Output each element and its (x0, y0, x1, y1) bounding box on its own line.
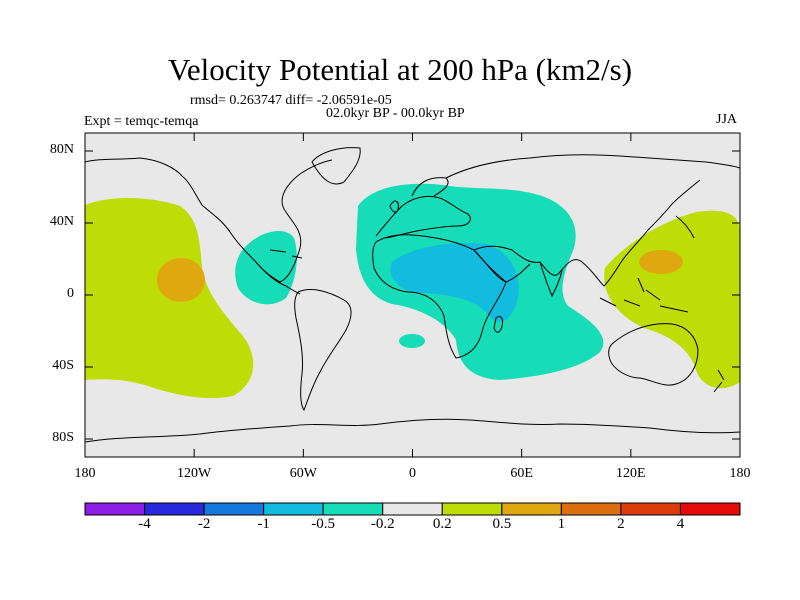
x-tick-label: 0 (409, 466, 416, 481)
x-tick-label: 60W (289, 466, 317, 481)
colorbar-label: 0.2 (432, 516, 452, 532)
coastline-maritime-continent (599, 277, 689, 313)
colorbar-swatch (84, 502, 146, 516)
colorbar-swatch (322, 502, 384, 516)
y-tick-label: 40N (49, 214, 74, 229)
region-west-pacific-positive (604, 210, 740, 389)
colorbar-swatch (501, 502, 562, 516)
coastline-india (539, 261, 563, 298)
stats-line: rmsd= 0.263747 diff= -2.06591e-05 (190, 93, 392, 108)
y-tick-label: 80N (49, 142, 74, 157)
experiment-label: Expt = temqc-temqa (84, 114, 199, 129)
region-south-atlantic-negative (399, 334, 425, 348)
coastline-south-america (294, 289, 352, 412)
season-label: JJA (716, 112, 738, 127)
y-tick-label: 40S (52, 358, 74, 373)
region-north-africa-minimum (390, 242, 519, 322)
velocity-potential-shading (85, 183, 740, 399)
x-tick-label: 180 (74, 466, 96, 481)
coastline-australia (608, 323, 699, 386)
colorbar-swatch (560, 502, 622, 516)
coastline-greenland (311, 147, 361, 185)
coastlines (84, 147, 741, 443)
coastline-caribbean-islands (269, 249, 303, 259)
colorbar-label: -1 (257, 516, 270, 532)
colorbar-swatch (382, 502, 443, 516)
coastline-arabia (473, 249, 531, 283)
colorbar-label: 1 (557, 516, 566, 532)
colorbar-swatch (679, 502, 741, 516)
colorbar-label: 0.5 (492, 516, 512, 532)
x-tick-label: 180 (729, 466, 751, 481)
region-east-pacific-maximum (157, 258, 205, 302)
coastline-asia-south (473, 179, 701, 287)
coastline-new-zealand (713, 369, 725, 393)
colorbar-label: -0.5 (311, 516, 336, 532)
coastline-north-america (84, 157, 333, 283)
colorbar-swatch (144, 502, 205, 516)
colorbar-swatch (441, 502, 503, 516)
coastline-japan (675, 215, 695, 239)
x-tick-label: 120E (616, 466, 646, 481)
colorbar-label: 4 (676, 516, 685, 532)
y-tick-label: 0 (67, 286, 74, 301)
coastline-asia-north (445, 154, 741, 179)
coastline-central-america (255, 261, 301, 295)
y-tick-label: 80S (52, 430, 74, 445)
colorbar (84, 502, 741, 516)
x-tick-label: 60E (510, 466, 533, 481)
x-tick-label: 120W (177, 466, 212, 481)
colorbar-swatch (620, 502, 681, 516)
colorbar-label: -4 (138, 516, 151, 532)
colorbar-swatch (203, 502, 265, 516)
coastline-madagascar (493, 315, 503, 333)
region-west-pacific-maximum (639, 250, 683, 274)
coastline-british-isles (389, 200, 399, 213)
period-label: 02.0kyr BP - 00.0kyr BP (326, 106, 465, 121)
colorbar-label: 2 (617, 516, 625, 532)
plot-title: Velocity Potential at 200 hPa (km2/s) (167, 52, 633, 87)
coastline-antarctica (84, 418, 741, 443)
region-caribbean-negative (235, 231, 297, 305)
colorbar-label: -0.2 (370, 516, 395, 532)
colorbar-swatch (263, 502, 324, 516)
coastline-europe (375, 195, 471, 239)
axis-ticks (84, 133, 741, 457)
colorbar-label: -2 (197, 516, 211, 532)
coastline-africa (372, 234, 507, 359)
